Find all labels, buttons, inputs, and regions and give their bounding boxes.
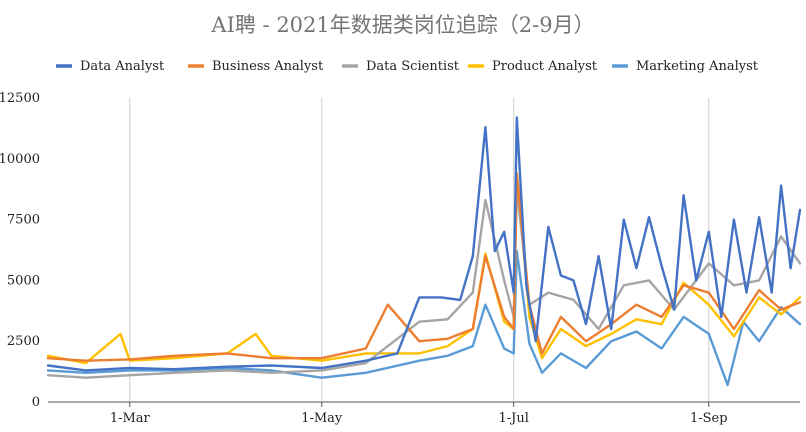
legend-item-marketing-analyst: Marketing Analyst bbox=[612, 59, 759, 74]
legend: Data Analyst Business Analyst Data Scienti… bbox=[56, 59, 759, 74]
x-tick-label: 1-Jul bbox=[498, 411, 528, 426]
x-tick-label: 1-Sep bbox=[690, 411, 728, 426]
series-line-data-analyst bbox=[46, 116, 802, 372]
axes: 1-Mar 1-May 1-Jul 1-Sep 0 2500 5000 7500 10000 12… bbox=[0, 91, 800, 426]
x-tick-label: 1-Mar bbox=[110, 411, 151, 426]
legend-label: Data Analyst bbox=[80, 59, 165, 74]
series-line-business-analyst bbox=[46, 172, 802, 362]
series bbox=[46, 116, 802, 387]
series-line-marketing-analyst bbox=[46, 249, 802, 387]
y-tick-label: 12500 bbox=[0, 91, 40, 106]
legend-item-data-analyst: Data Analyst bbox=[56, 59, 165, 74]
y-tick-label: 0 bbox=[32, 395, 40, 410]
legend-item-business-analyst: Business Analyst bbox=[188, 59, 324, 74]
series-line-product-analyst bbox=[46, 172, 802, 365]
legend-label: Data Scientist bbox=[366, 59, 460, 74]
x-tick-label: 1-May bbox=[301, 411, 343, 426]
y-tick-label: 7500 bbox=[7, 213, 40, 228]
legend-label: Marketing Analyst bbox=[636, 59, 759, 74]
grid bbox=[129, 98, 710, 402]
y-tick-label: 5000 bbox=[7, 273, 40, 288]
chart-title: AI聘 - 2021年数据类岗位追踪（2-9月） bbox=[210, 13, 594, 37]
legend-label: Product Analyst bbox=[492, 59, 598, 74]
legend-label: Business Analyst bbox=[212, 59, 324, 74]
legend-item-product-analyst: Product Analyst bbox=[468, 59, 598, 74]
y-tick-label: 10000 bbox=[0, 152, 40, 167]
legend-item-data-scientist: Data Scientist bbox=[342, 59, 460, 74]
y-tick-label: 2500 bbox=[7, 334, 40, 349]
